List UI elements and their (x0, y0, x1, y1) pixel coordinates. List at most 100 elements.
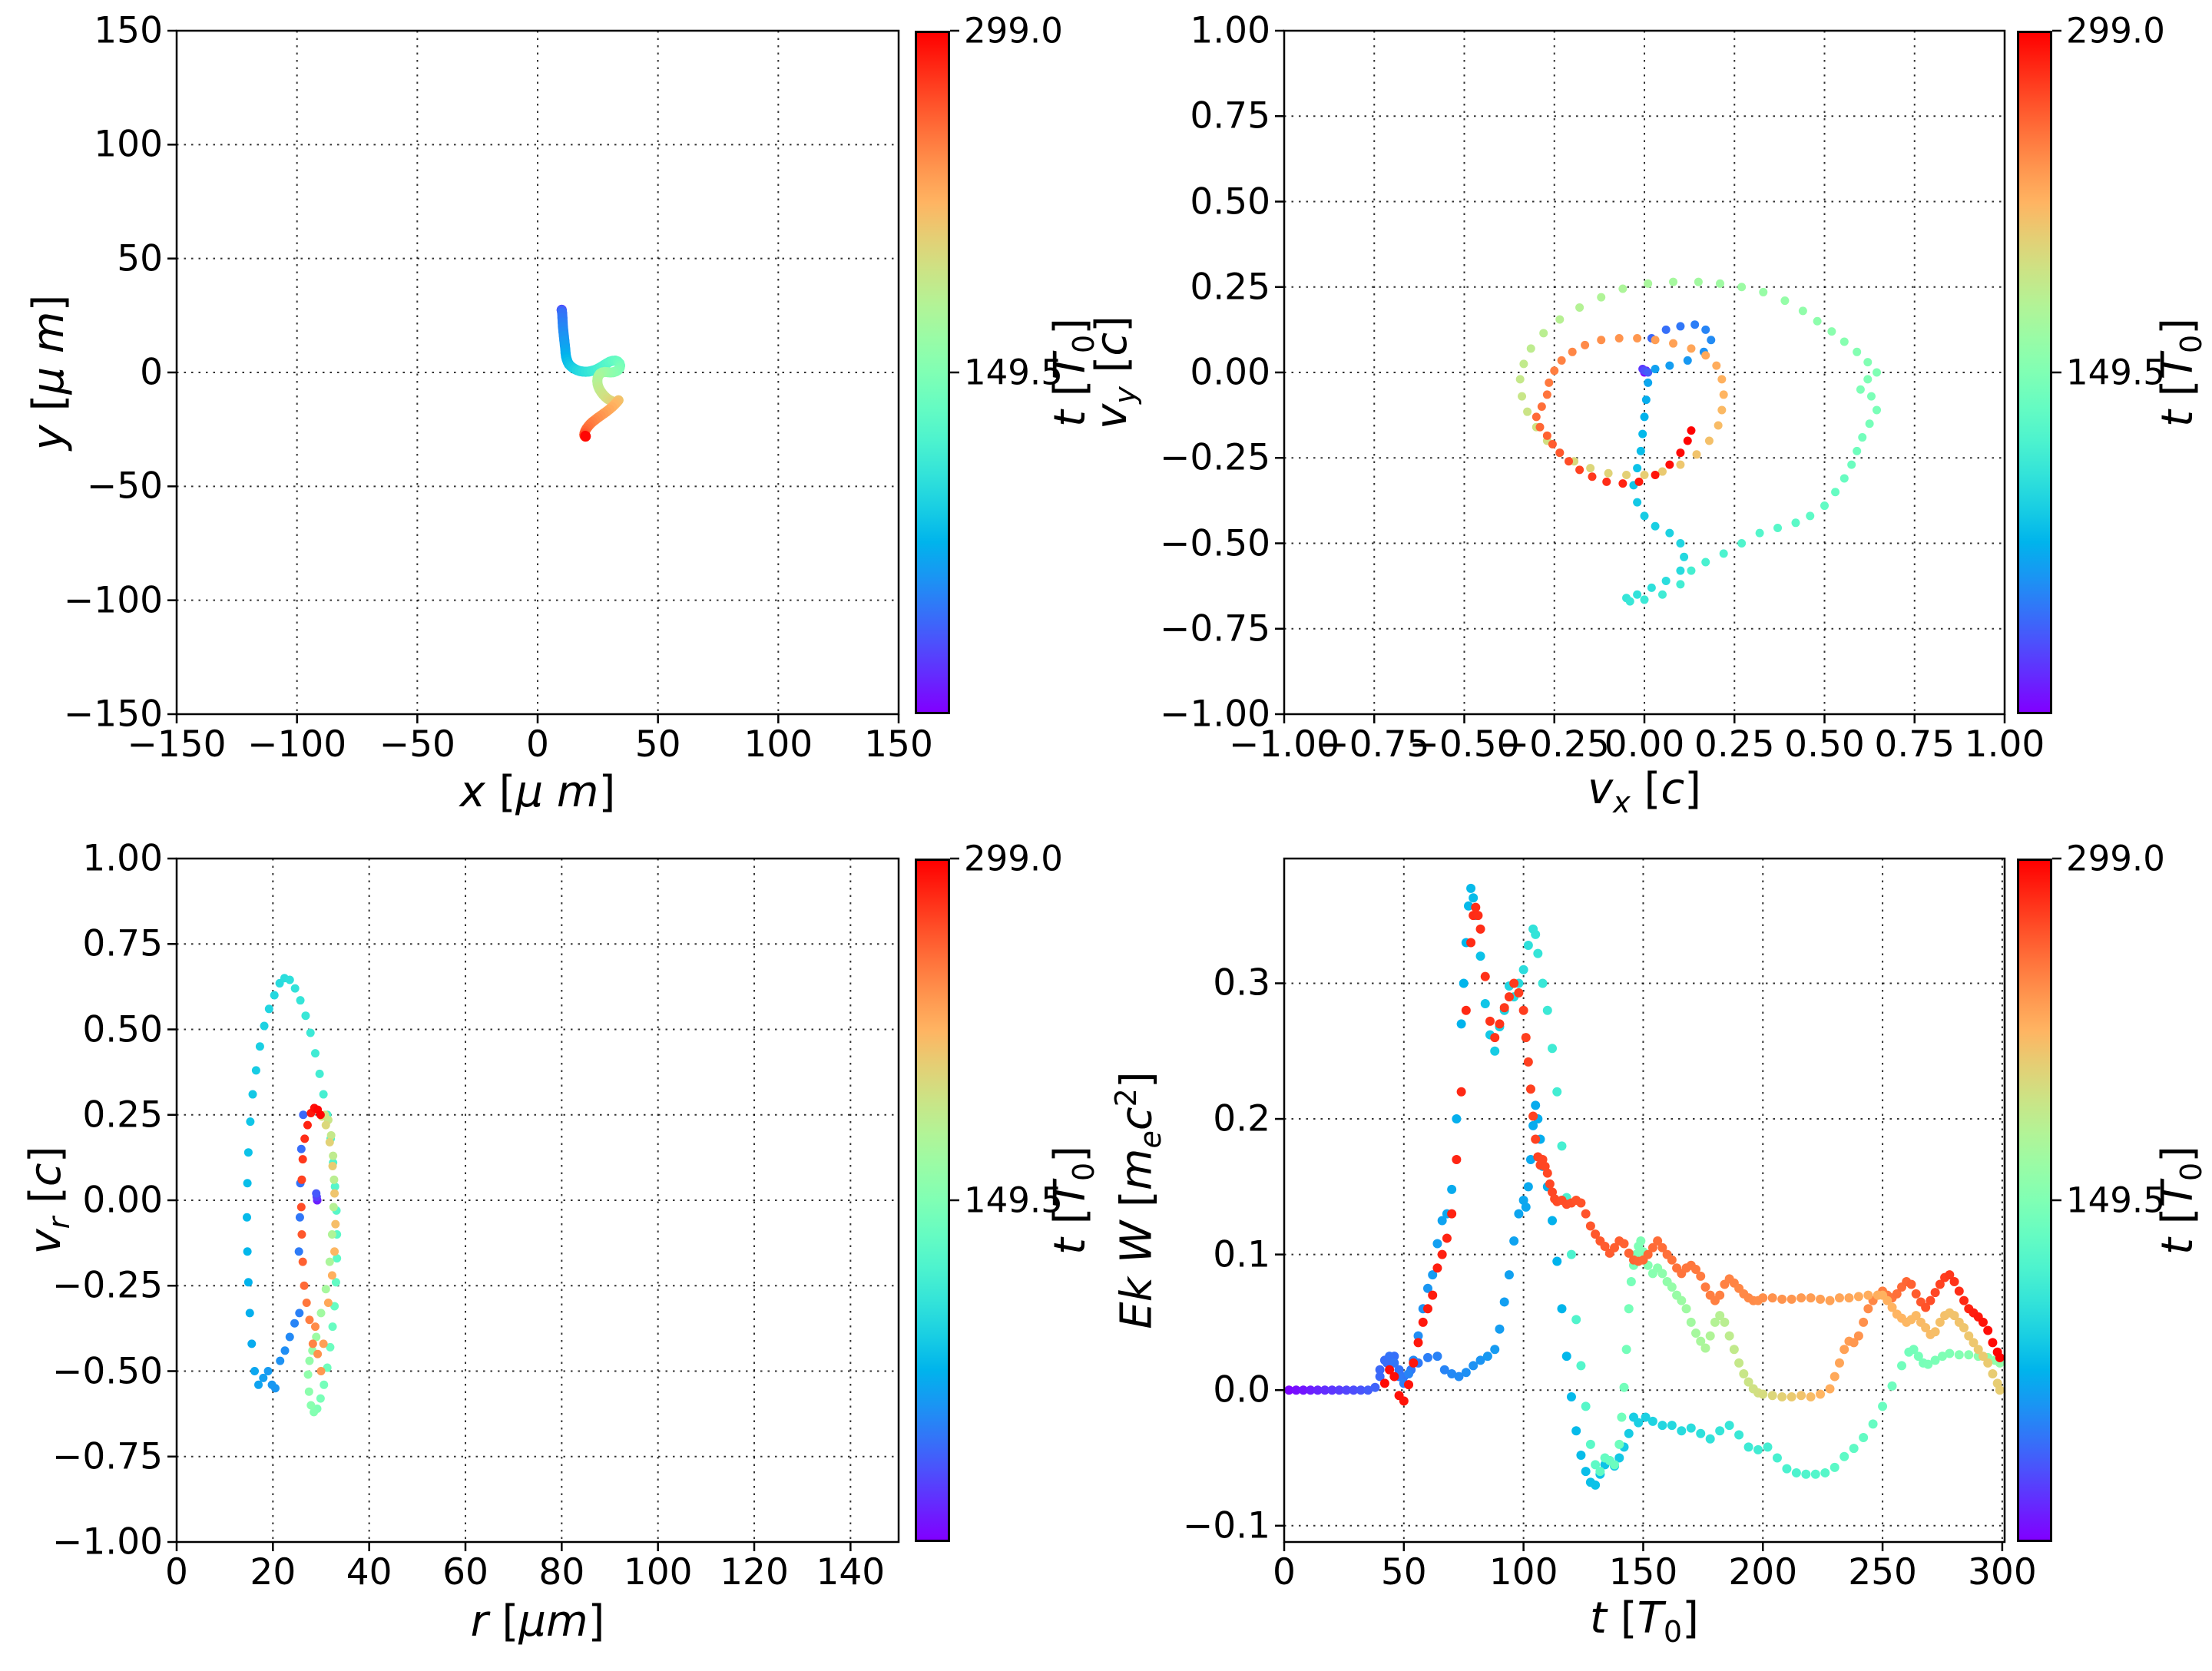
data-point (1700, 1343, 1710, 1353)
data-point (1863, 1304, 1873, 1314)
x-tick-label: 300 (1968, 1551, 2037, 1593)
data-point (1701, 351, 1710, 360)
data-point (1437, 1249, 1447, 1259)
data-point (299, 1110, 308, 1120)
data-point (1945, 1270, 1955, 1280)
data-point (1687, 566, 1696, 575)
data-point (1480, 998, 1490, 1008)
data-point (1356, 1385, 1366, 1395)
data-point (1557, 356, 1566, 365)
data-point (263, 1367, 273, 1375)
y-tick-label: 0.00 (82, 1179, 163, 1222)
data-point (1504, 1270, 1514, 1280)
data-point (1533, 948, 1543, 958)
data-point (1796, 1293, 1806, 1303)
data-point (1515, 375, 1525, 384)
data-point (1463, 901, 1473, 911)
data-point (1913, 1352, 1923, 1362)
data-point (1375, 1365, 1385, 1375)
data-point (1647, 1416, 1657, 1426)
data-point (1566, 1249, 1576, 1259)
x-tick-label: 0.50 (1784, 723, 1865, 766)
data-point (1640, 412, 1649, 422)
data-point (1452, 1155, 1462, 1165)
data-point (1459, 978, 1469, 988)
data-point (1389, 1358, 1399, 1368)
data-point (1691, 1265, 1700, 1275)
x-tick-label: 100 (1488, 1551, 1558, 1593)
x-tick-label: −50 (379, 723, 455, 766)
data-point (1796, 1391, 1806, 1401)
data-point (1619, 1382, 1629, 1392)
data-point (243, 1278, 253, 1287)
data-point (285, 1332, 294, 1342)
data-point (1640, 595, 1649, 604)
y-tick-label: −0.75 (1159, 607, 1270, 650)
data-point (1518, 392, 1527, 401)
data-point (1521, 1033, 1531, 1043)
data-point (1686, 1423, 1696, 1433)
data-point (1772, 1453, 1782, 1463)
data-point (1657, 1269, 1667, 1279)
y-tick-label: 50 (117, 237, 163, 280)
data-point (1557, 1141, 1567, 1151)
data-point (1634, 477, 1644, 486)
data-point (1413, 1338, 1423, 1348)
data-point (1490, 1345, 1500, 1355)
data-point (1704, 436, 1714, 445)
x-tick-label: 140 (816, 1551, 886, 1593)
data-point (1284, 1385, 1294, 1395)
x-tick-label: 50 (634, 723, 681, 766)
colorbar-tick-label: 149.5 (2066, 352, 2165, 393)
x-tick-label: 0 (526, 723, 549, 766)
data-point (316, 1367, 326, 1375)
data-point (1865, 419, 1874, 429)
data-point (1677, 1426, 1687, 1436)
data-point (1531, 1100, 1541, 1110)
data-point (1313, 1385, 1323, 1395)
data-point (1839, 1345, 1849, 1355)
data-point (1454, 1372, 1464, 1381)
data-point (250, 1367, 260, 1375)
data-point (1571, 1315, 1581, 1325)
data-point (1585, 1439, 1595, 1449)
data-point (1641, 395, 1651, 405)
data-point (1737, 539, 1747, 548)
data-point (1525, 1155, 1535, 1165)
data-point (1816, 1294, 1826, 1304)
data-point (296, 996, 305, 1005)
data-point (1555, 448, 1565, 458)
data-point (1545, 1179, 1555, 1189)
colorbar (915, 859, 950, 1542)
data-point (1525, 1084, 1535, 1094)
data-point (1959, 1322, 1969, 1332)
data-point (1810, 1469, 1820, 1479)
data-point (1617, 1412, 1627, 1422)
colorbar-label: t [T0] (2152, 318, 2209, 427)
data-point (1705, 1434, 1715, 1444)
data-point (1550, 366, 1559, 376)
data-point (1911, 1289, 1921, 1299)
data-point (285, 975, 294, 984)
data-point (1743, 1377, 1753, 1387)
data-point (1676, 448, 1685, 458)
data-point (1538, 978, 1548, 988)
data-point (1739, 1369, 1749, 1379)
data-point (306, 1028, 315, 1037)
data-point (1422, 1283, 1432, 1293)
data-point (1696, 1336, 1706, 1346)
x-tick-label: 150 (1608, 1551, 1678, 1593)
data-point (242, 1213, 251, 1222)
data-point (1428, 1270, 1438, 1280)
data-point (330, 1182, 339, 1191)
data-point (1773, 523, 1783, 532)
data-point (1724, 1331, 1734, 1341)
data-point (1813, 316, 1822, 326)
data-point (1625, 597, 1634, 606)
x-tick-label: 1.00 (1964, 723, 2045, 766)
data-point (1542, 1168, 1552, 1178)
data-point (1954, 1350, 1964, 1360)
data-point (1624, 1428, 1634, 1438)
data-point (1949, 1276, 1959, 1286)
data-point (243, 1247, 252, 1256)
